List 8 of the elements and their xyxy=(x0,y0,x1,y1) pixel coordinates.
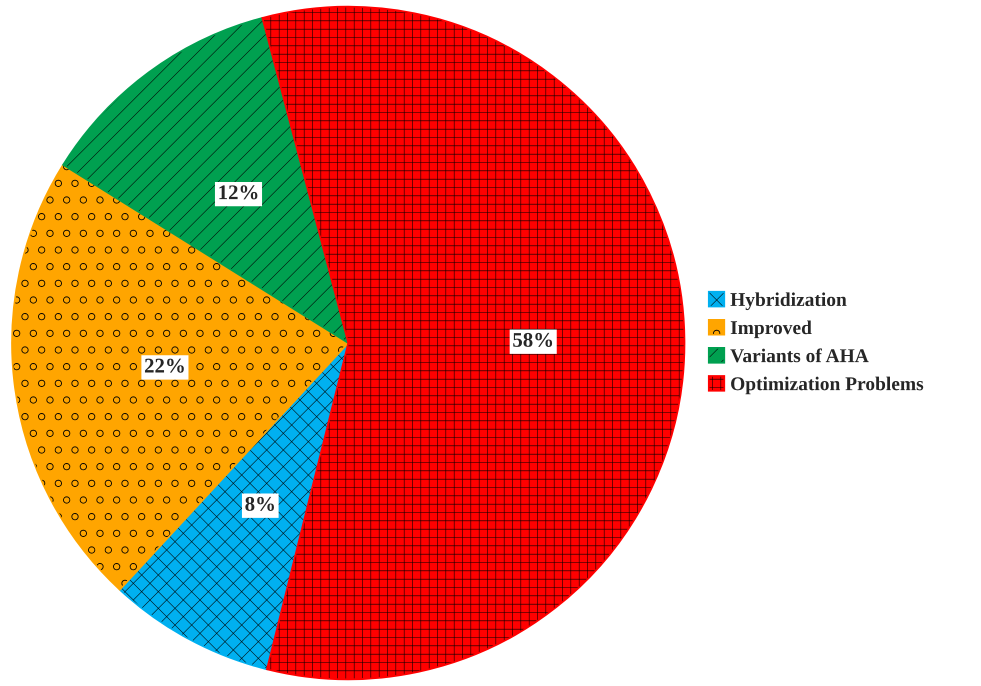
data-label: 22% xyxy=(144,358,184,373)
legend-label: Optimization Problems xyxy=(731,376,924,394)
legend-label: Variants of AHA xyxy=(730,348,869,362)
legend-label: Improved xyxy=(730,320,812,338)
data-label: 8% xyxy=(245,496,274,511)
data-label: 58% xyxy=(513,332,552,347)
legend-label: Hybridization xyxy=(730,292,847,310)
data-label: 12% xyxy=(219,185,258,200)
